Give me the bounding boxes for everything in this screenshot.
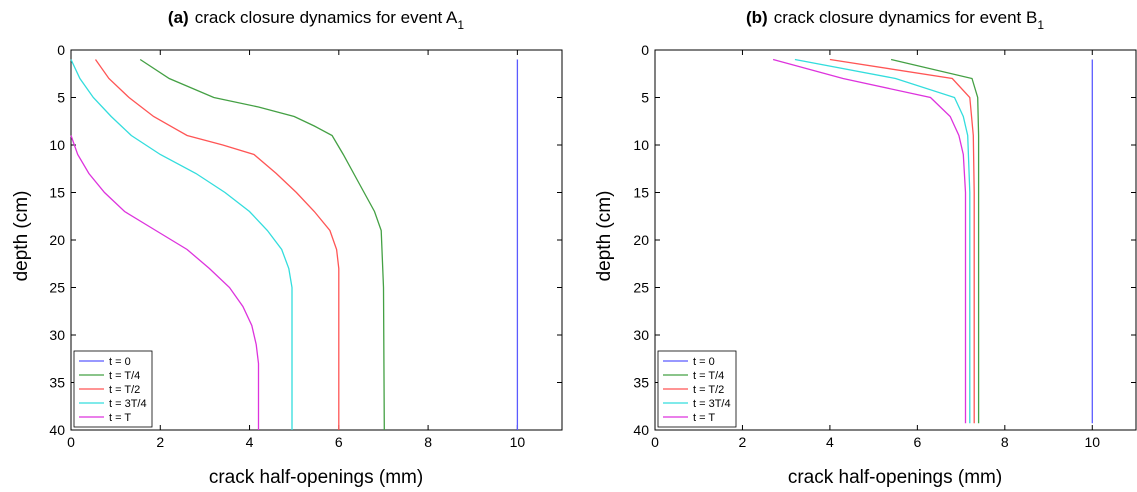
panel-b-y-tick-label: 25 — [633, 280, 649, 296]
panel-a-legend-label: t = T/4 — [109, 370, 140, 382]
panel-b-title: (b) crack closure dynamics for event B1 — [746, 8, 1044, 32]
panel-a-series-line-5 — [70, 135, 260, 430]
panel-b-y-tick-label: 0 — [641, 42, 649, 58]
panel-b-title-prefix: (b) — [746, 8, 768, 27]
panel-a-series-line-2 — [139, 58, 385, 431]
panel-b-ylabel: depth (cm) — [594, 191, 615, 282]
panel-a-x-tick-label: 2 — [156, 434, 164, 450]
panel-b-xlabel: crack half-openings (mm) — [788, 467, 1002, 488]
panel-a-title: (a) crack closure dynamics for event A1 — [168, 8, 464, 32]
panel-a-y-tick-label: 20 — [49, 232, 65, 248]
panel-a-ylabel: depth (cm) — [11, 191, 32, 282]
panel-a-y-tick-label: 0 — [57, 42, 65, 58]
panel-b-y-tick-label: 30 — [633, 327, 649, 343]
panel-b-legend: t = 0 t = T/4 t = T/2 t = 3T/4 t = T — [657, 350, 737, 428]
panel-a-legend-label: t = 0 — [109, 356, 131, 368]
panel-a-title-subscript: 1 — [457, 18, 464, 32]
panel-b-y-tick-label: 10 — [633, 137, 649, 153]
panel-b-x-tick-label: 0 — [651, 434, 659, 450]
panel-b-title-main: crack closure dynamics for event B — [774, 8, 1038, 27]
panel-a-legend-label: t = 3T/4 — [109, 398, 147, 410]
panel-b-legend-label: t = T/4 — [693, 370, 724, 382]
panel-a-series-line-4 — [70, 59, 293, 430]
panel-b-x-tick-label: 10 — [1084, 434, 1100, 450]
panel-a-y-tick-label: 25 — [49, 280, 65, 296]
panel-b-y-tick-label: 15 — [633, 185, 649, 201]
panel-a-y-tick-label: 35 — [49, 375, 65, 391]
panel-a-legend-label: t = T — [109, 412, 131, 424]
panel-a-title-prefix: (a) — [168, 8, 189, 27]
panel-b-legend-label: t = 0 — [693, 356, 715, 368]
panel-b-title-subscript: 1 — [1037, 18, 1044, 32]
panel-b-x-tick-label: 6 — [913, 434, 921, 450]
panel-a-y-tick-label: 15 — [49, 185, 65, 201]
panel-a-x-tick-label: 0 — [67, 434, 75, 450]
panel-b-series-line-2 — [890, 58, 980, 424]
panel-a-legend-box — [73, 350, 153, 428]
panel-b-series-line-5 — [772, 58, 967, 424]
panel-a-legend-label: t = T/2 — [109, 384, 140, 396]
panel-b-y-tick-label: 40 — [633, 422, 649, 438]
panel-a-title-main: crack closure dynamics for event A — [195, 8, 458, 27]
panel-b-plot-area: 0 2 4 6 8 10 0 5 10 15 20 25 30 35 40 t = 0 t = T/4 t = T… — [633, 42, 1137, 450]
panel-a-y-tick-label: 10 — [49, 137, 65, 153]
panel-b-y-tick-label: 5 — [641, 90, 649, 106]
panel-a-legend: t = 0 t = T/4 t = T/2 t = 3T/4 t = T — [73, 350, 153, 428]
panel-a-xlabel: crack half-openings (mm) — [209, 467, 423, 488]
panel-b-legend-label: t = 3T/4 — [693, 398, 731, 410]
panel-a-plot-area: 0 2 4 6 8 10 0 5 10 15 20 25 30 35 40 t = 0 t = T/4 t = T… — [49, 42, 563, 450]
panel-a-x-tick-label: 10 — [510, 434, 526, 450]
panel-b-y-tick-label: 35 — [633, 375, 649, 391]
panel-b-legend-label: t = T — [693, 412, 715, 424]
panel-b-x-tick-label: 8 — [1001, 434, 1009, 450]
panel-a-x-tick-label: 4 — [246, 434, 254, 450]
panel-b-x-tick-label: 4 — [826, 434, 834, 450]
panel-b-series-line-3 — [829, 58, 975, 424]
panel-b: (b) crack closure dynamics for event B1 0… — [594, 8, 1137, 488]
panel-b-series-line-4 — [794, 58, 971, 424]
panel-b-x-tick-label: 2 — [739, 434, 747, 450]
panel-a-y-tick-label: 30 — [49, 327, 65, 343]
panel-a-y-tick-label: 40 — [49, 422, 65, 438]
panel-a-y-tick-label: 5 — [57, 90, 65, 106]
panel-b-legend-label: t = T/2 — [693, 384, 724, 396]
panel-a-x-tick-label: 6 — [335, 434, 343, 450]
panel-b-y-tick-label: 20 — [633, 232, 649, 248]
panel-a-series-line-3 — [94, 59, 340, 430]
panel-a-x-tick-label: 8 — [424, 434, 432, 450]
panel-a: (a) crack closure dynamics for event A1 0… — [11, 8, 563, 488]
